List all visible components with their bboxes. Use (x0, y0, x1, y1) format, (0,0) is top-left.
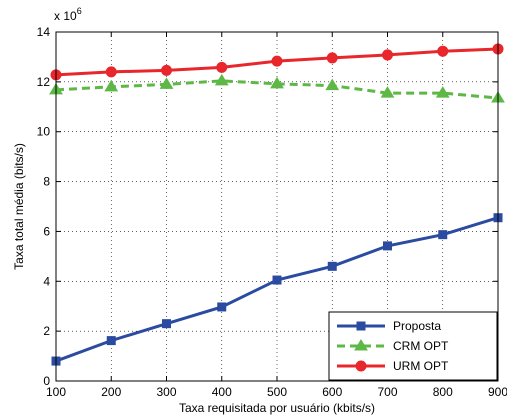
y-tick-label: 0 (43, 374, 50, 388)
x-tick-label: 500 (267, 385, 287, 399)
axis-ticks: 100 200 300 400 500 600 700 800 900 0 2 4 6 8 10 12 14 (37, 25, 507, 399)
y-multiplier-base: x 10 (54, 9, 77, 23)
y-tick-label: 2 (43, 324, 50, 338)
y-tick-label: 12 (37, 75, 51, 89)
data-point-urm-opt (326, 52, 338, 64)
data-point-crm-opt (325, 78, 340, 91)
x-axis-label: Taxa requisitada por usuário (kbits/s) (179, 401, 375, 415)
data-point-crm-opt (435, 86, 450, 98)
x-tick-label: 200 (101, 385, 121, 399)
data-point-proposta (327, 261, 337, 271)
data-point-urm-opt (161, 64, 172, 76)
y-tick-label: 8 (43, 175, 50, 189)
data-point-crm-opt (380, 86, 395, 98)
legend-marker-proposta (356, 321, 366, 331)
data-point-proposta (106, 336, 116, 346)
data-point-crm-opt (159, 77, 174, 89)
data-point-crm-opt (104, 79, 119, 92)
legend-marker-urm-opt (355, 360, 367, 372)
y-tick-label: 14 (37, 25, 51, 39)
y-tick-label: 4 (43, 274, 50, 288)
x-tick-label: 100 (46, 385, 66, 399)
legend-label-crm-opt: CRM OPT (393, 339, 449, 353)
data-point-proposta (272, 275, 282, 285)
x-tick-label: 400 (212, 385, 232, 399)
legend-label-proposta: Proposta (393, 319, 441, 333)
legend-label-urm-opt: URM OPT (393, 359, 449, 373)
x-tick-label: 900 (488, 385, 507, 399)
data-point-proposta (162, 319, 171, 329)
x-tick-label: 700 (377, 385, 397, 399)
legend: Proposta CRM OPT URM OPT (328, 311, 498, 381)
data-point-urm-opt (271, 55, 283, 67)
x-tick-label: 600 (322, 385, 342, 399)
data-point-crm-opt (214, 73, 229, 86)
data-point-urm-opt (216, 61, 228, 73)
y-axis-label: Taxa total média (bits/s) (12, 143, 26, 270)
data-point-urm-opt (105, 66, 117, 78)
legend-entry-crm-opt: CRM OPT (337, 339, 449, 353)
data-point-proposta (438, 230, 448, 240)
y-tick-label: 10 (37, 125, 51, 139)
legend-entry-urm-opt: URM OPT (337, 359, 449, 373)
data-point-crm-opt (270, 76, 284, 89)
series-crm-opt (49, 73, 505, 103)
x-tick-label: 800 (433, 385, 453, 399)
y-multiplier-exponent: 6 (77, 6, 82, 16)
legend-entry-proposta: Proposta (337, 319, 441, 333)
series-urm-opt (50, 43, 504, 81)
x-tick-label: 300 (156, 385, 176, 399)
y-tick-label: 6 (43, 224, 50, 238)
data-point-urm-opt (437, 45, 449, 57)
y-axis-multiplier: x 106 (54, 6, 82, 23)
data-point-urm-opt (382, 49, 393, 61)
data-point-proposta (217, 302, 227, 312)
legend-marker-crm-opt (354, 339, 368, 351)
data-point-proposta (383, 241, 392, 251)
